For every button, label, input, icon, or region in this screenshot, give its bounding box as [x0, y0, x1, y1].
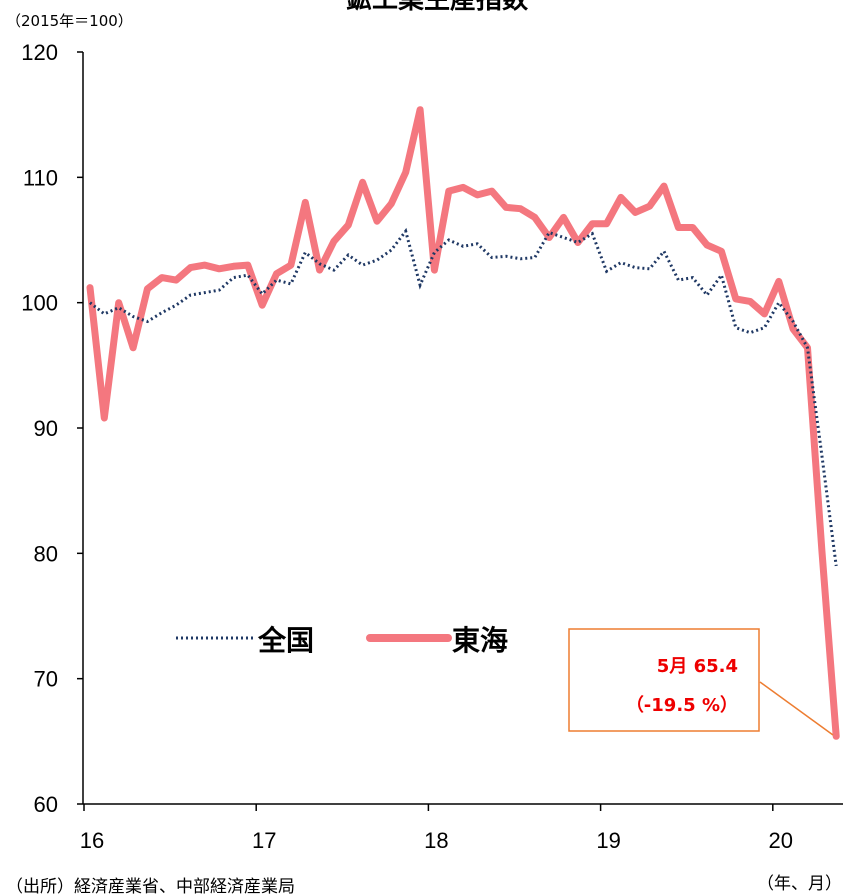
series-line-tokai: [86, 106, 840, 740]
x-axis-ticks: 16 17 18 19 20: [80, 804, 793, 853]
chart-title: 鉱工業生産指数: [346, 0, 529, 15]
legend: 全国 東海: [176, 624, 508, 657]
annotation-value: 5月 65.4: [657, 656, 738, 677]
legend-label-zenkoku: 全国: [257, 624, 314, 657]
series-line-zenkoku: [89, 227, 838, 567]
annotation-leader-line: [759, 681, 834, 736]
x-tick-label: 16: [80, 828, 104, 853]
annotation-change: （-19.5 %）: [626, 695, 738, 716]
source-note: （出所）経済産業省、中部経済産業局: [6, 877, 295, 896]
y-tick-label: 110: [23, 165, 58, 190]
y-tick-label: 120: [21, 40, 58, 65]
y-tick-label: 70: [34, 667, 58, 692]
annotation-callout: 5月 65.4 （-19.5 %）: [568, 628, 834, 736]
unit-label: （2015年＝100）: [6, 12, 133, 30]
y-tick-label: 90: [34, 416, 58, 441]
x-tick-label: 18: [424, 828, 448, 853]
x-axis-unit-label: （年、月）: [757, 874, 842, 894]
y-tick-label: 80: [34, 541, 58, 566]
legend-label-tokai: 東海: [452, 624, 508, 657]
annotation-box: [568, 628, 760, 732]
y-axis-ticks: 60 70 80 90 100 110 120: [21, 40, 83, 817]
x-tick-label: 19: [596, 828, 620, 853]
series-layer: [86, 106, 840, 740]
x-tick-label: 20: [769, 828, 793, 853]
y-tick-label: 100: [21, 291, 58, 316]
y-tick-label: 60: [34, 792, 58, 817]
x-tick-label: 17: [252, 828, 276, 853]
